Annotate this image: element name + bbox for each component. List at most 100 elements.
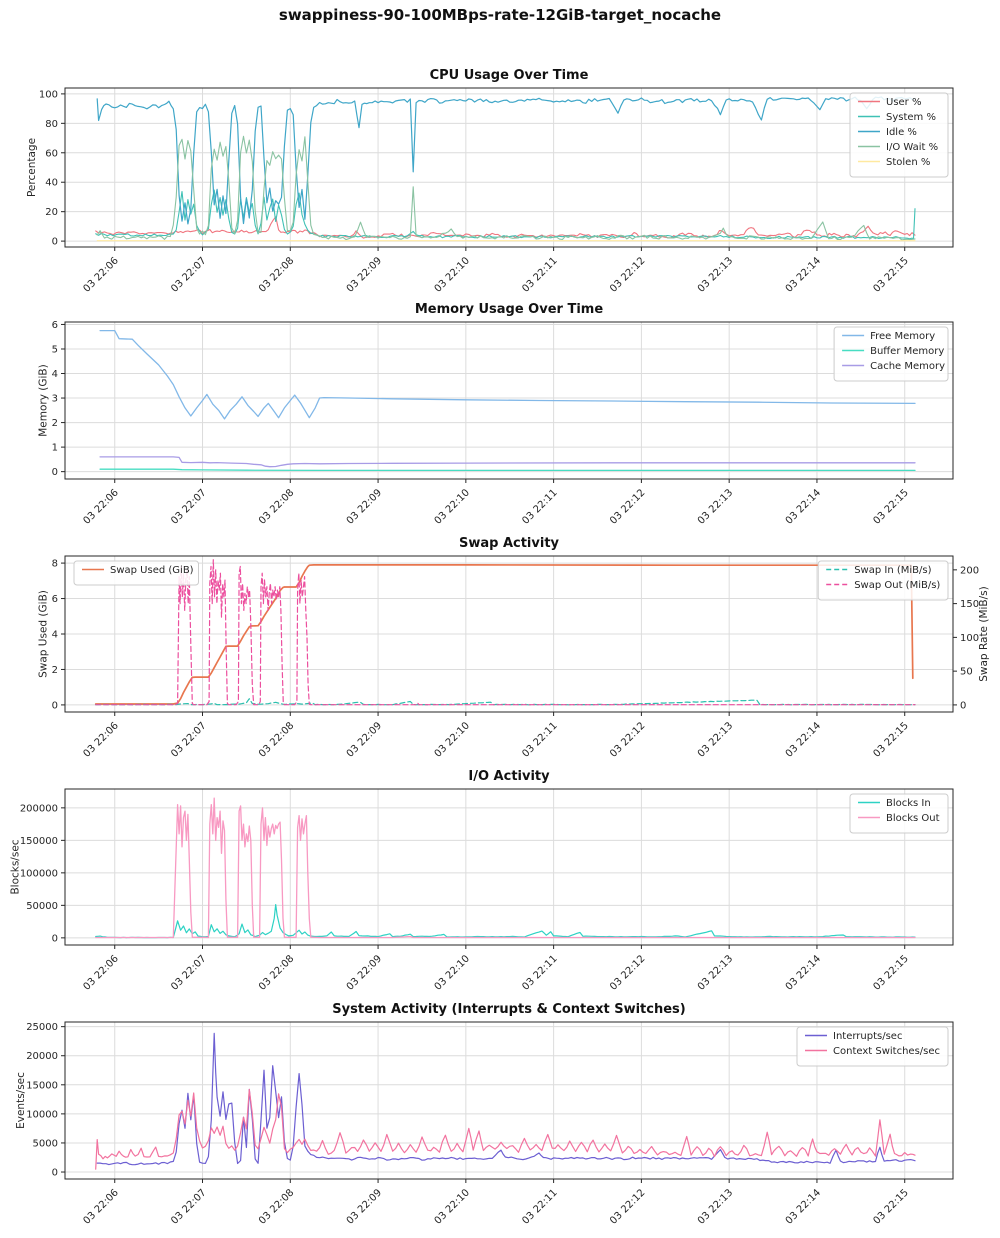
x-tick-label: 03 22:10 bbox=[433, 953, 472, 992]
x-tick-label: 03 22:13 bbox=[696, 720, 735, 759]
legend-box bbox=[849, 793, 949, 834]
x-tick-label: 03 22:09 bbox=[345, 255, 384, 294]
x-tick-label: 03 22:11 bbox=[520, 487, 559, 526]
y-tick-label: 200000 bbox=[20, 803, 58, 814]
x-tick-label: 03 22:12 bbox=[608, 255, 647, 294]
chart-title: Memory Usage Over Time bbox=[415, 302, 604, 317]
y-tick-label: 60 bbox=[45, 148, 58, 159]
x-tick-label: 03 22:15 bbox=[871, 720, 910, 759]
x-tick-label: 03 22:08 bbox=[257, 953, 296, 992]
legend-box bbox=[833, 326, 949, 382]
legend-label: Context Switches/sec bbox=[833, 1046, 940, 1057]
legend-label: Stolen % bbox=[886, 157, 930, 168]
y-tick-label: 0 bbox=[52, 467, 58, 478]
y-tick-label: 5 bbox=[52, 344, 58, 355]
x-tick-label: 03 22:12 bbox=[608, 487, 647, 526]
series-line bbox=[99, 456, 916, 468]
legend-label: Interrupts/sec bbox=[833, 1031, 902, 1042]
y-tick-label: 50000 bbox=[26, 901, 58, 912]
legend-box bbox=[796, 1026, 949, 1067]
legend-label: Swap Used (GiB) bbox=[110, 565, 194, 576]
series-line bbox=[95, 559, 916, 706]
legend-label: Idle % bbox=[886, 127, 917, 138]
y-tick-label: 5000 bbox=[33, 1138, 58, 1149]
chart-2: 0 1 2 3 4 5 6 03 22:06 03 22:07 03 22:08 03 22:09 0… bbox=[37, 302, 954, 527]
x-tick-label: 03 22:13 bbox=[696, 487, 735, 526]
y-tick-label: 100000 bbox=[20, 868, 58, 879]
y-tick-label: 2 bbox=[52, 418, 58, 429]
x-tick-label: 03 22:09 bbox=[345, 720, 384, 759]
y-tick-label: 3 bbox=[52, 394, 58, 405]
y-axis-label: Blocks/sec bbox=[9, 839, 21, 894]
series-line bbox=[96, 96, 916, 225]
y-axis-label: Memory (GiB) bbox=[37, 364, 49, 437]
y-tick-label: 0 bbox=[52, 933, 58, 944]
y-tick-label: 100 bbox=[39, 89, 58, 100]
x-tick-label: 03 22:14 bbox=[784, 720, 823, 759]
y-tick-label: 0 bbox=[52, 700, 58, 711]
legend-label: I/O Wait % bbox=[886, 142, 938, 153]
x-tick-label: 03 22:08 bbox=[257, 487, 296, 526]
x-tick-label: 03 22:14 bbox=[784, 255, 823, 294]
chart-5: 0 5000 10000 15000 20000 25000 03 22:06 03 22:0… bbox=[15, 1002, 954, 1227]
x-tick-label: 03 22:07 bbox=[169, 720, 208, 759]
series-line bbox=[95, 797, 916, 939]
x-tick-label: 03 22:10 bbox=[433, 487, 472, 526]
y-tick-label: 10000 bbox=[26, 1109, 58, 1120]
x-tick-label: 03 22:14 bbox=[784, 487, 823, 526]
x-tick-label: 03 22:15 bbox=[871, 1187, 910, 1226]
x-tick-label: 03 22:15 bbox=[871, 255, 910, 294]
chart-3: 0 2 4 6 8 0 50 100 150 200 Swap Rate (MiB/s) 03 22:… bbox=[37, 536, 990, 760]
y-tick-label: 20 bbox=[45, 207, 58, 218]
series-line bbox=[95, 216, 916, 239]
x-tick-label: 03 22:08 bbox=[257, 1187, 296, 1226]
y-axis-label: Percentage bbox=[26, 138, 38, 197]
y-tick-label: 4 bbox=[52, 630, 58, 641]
series-line bbox=[95, 903, 916, 939]
right-y-tick-label: 0 bbox=[960, 700, 966, 711]
series-line bbox=[99, 329, 916, 420]
y-axis-label: Events/sec bbox=[15, 1072, 27, 1129]
chart-1: 0 20 40 60 80 100 03 22:06 03 22:07 03 22:08 03 2… bbox=[26, 68, 954, 295]
legend-box bbox=[817, 560, 949, 601]
x-tick-label: 03 22:08 bbox=[257, 720, 296, 759]
x-tick-label: 03 22:15 bbox=[871, 487, 910, 526]
y-tick-label: 1 bbox=[52, 443, 58, 454]
x-tick-label: 03 22:06 bbox=[81, 1187, 120, 1226]
legend-box bbox=[73, 560, 199, 586]
x-tick-label: 03 22:07 bbox=[169, 255, 208, 294]
series-line bbox=[99, 468, 916, 472]
legend-label: Free Memory bbox=[870, 331, 935, 342]
x-tick-label: 03 22:11 bbox=[520, 255, 559, 294]
x-tick-label: 03 22:10 bbox=[433, 720, 472, 759]
legend-label: User % bbox=[886, 97, 921, 108]
y-tick-label: 6 bbox=[52, 320, 58, 331]
right-y-tick-label: 100 bbox=[960, 633, 979, 644]
y-tick-label: 20000 bbox=[26, 1051, 58, 1062]
x-tick-label: 03 22:12 bbox=[608, 720, 647, 759]
right-y-tick-label: 200 bbox=[960, 565, 979, 576]
x-tick-label: 03 22:08 bbox=[257, 255, 296, 294]
x-tick-label: 03 22:06 bbox=[81, 487, 120, 526]
x-tick-label: 03 22:06 bbox=[81, 720, 120, 759]
x-tick-label: 03 22:09 bbox=[345, 1187, 384, 1226]
y-tick-label: 0 bbox=[52, 237, 58, 248]
legend-label: Blocks In bbox=[886, 798, 931, 809]
x-tick-label: 03 22:06 bbox=[81, 255, 120, 294]
legend-label: Swap Out (MiB/s) bbox=[854, 580, 940, 591]
page-title: swappiness-90-100MBps-rate-12GiB-target_… bbox=[278, 6, 722, 24]
y-tick-label: 2 bbox=[52, 665, 58, 676]
y-tick-label: 4 bbox=[52, 369, 58, 380]
right-y-axis-label: Swap Rate (MiB/s) bbox=[978, 586, 990, 681]
x-tick-label: 03 22:07 bbox=[169, 487, 208, 526]
x-tick-label: 03 22:06 bbox=[81, 953, 120, 992]
x-tick-label: 03 22:12 bbox=[608, 953, 647, 992]
legend-label: Swap In (MiB/s) bbox=[854, 565, 931, 576]
y-tick-label: 15000 bbox=[26, 1080, 58, 1091]
x-tick-label: 03 22:13 bbox=[696, 1187, 735, 1226]
y-tick-label: 150000 bbox=[20, 836, 58, 847]
x-tick-label: 03 22:09 bbox=[345, 953, 384, 992]
series-line bbox=[96, 1032, 916, 1166]
x-tick-label: 03 22:14 bbox=[784, 1187, 823, 1226]
